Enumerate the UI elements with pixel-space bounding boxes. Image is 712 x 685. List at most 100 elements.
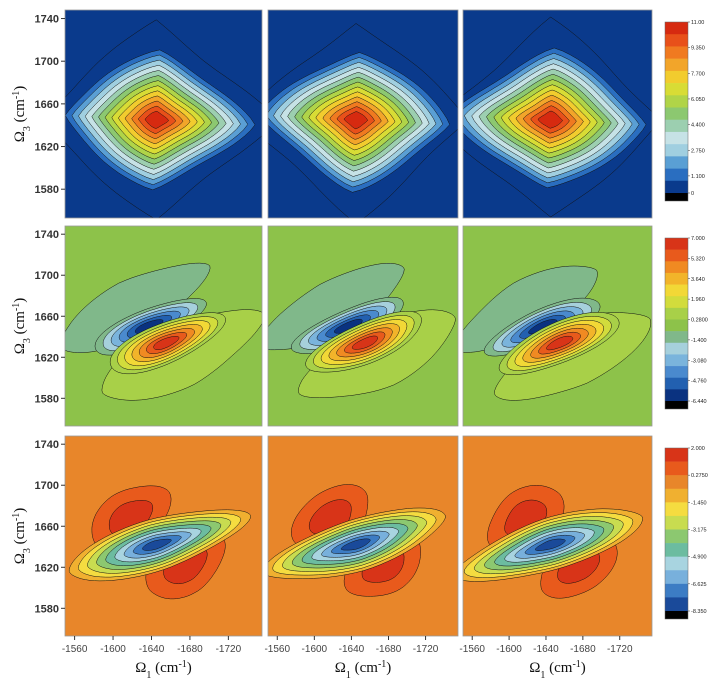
y-tick-label: 1660 (35, 99, 59, 111)
y-tick-label: 1580 (35, 184, 59, 196)
y-tick-label: 1620 (35, 562, 59, 574)
colorbar-band (665, 597, 688, 612)
x-axis-label-part: Ω (529, 660, 540, 676)
y-axis-label: Ω3 (cm-1) (11, 86, 33, 143)
y-axis-label-part: 3 (22, 548, 33, 553)
contour-band (153, 336, 180, 350)
x-axis-label-part: Ω (135, 660, 146, 676)
colorbar-band (665, 83, 688, 96)
x-axis-label: Ω1 (cm-1) (135, 659, 192, 681)
x-tick-label: -1680 (570, 644, 596, 655)
x-tick-label: -1680 (376, 644, 402, 655)
contour-band (65, 19, 262, 218)
colorbar-label: 7.700 (691, 71, 705, 77)
x-tick-label: -1600 (496, 644, 522, 655)
colorbar-band (665, 144, 688, 157)
colorbar-band (665, 131, 688, 145)
x-tick-label: -1600 (100, 644, 126, 655)
y-axis-label-part: Ω (12, 131, 28, 142)
x-axis-label: Ω1 (cm-1) (529, 659, 586, 681)
colorbar-label: -1.450 (691, 500, 707, 506)
panel (268, 436, 458, 636)
colorbar-floor (665, 611, 688, 619)
colorbar-floor (665, 193, 688, 201)
colorbar-label: 0 (691, 191, 694, 197)
colorbar-band (665, 272, 688, 285)
colorbar-band (665, 58, 688, 72)
y-axis-label-part: -1 (11, 303, 22, 311)
colorbar-label: -6.440 (691, 399, 707, 405)
colorbar-band (665, 180, 688, 194)
x-axis-label-part: ) (187, 660, 192, 676)
colorbar-band (665, 354, 688, 367)
colorbar-band (665, 331, 688, 344)
colorbar-frame (664, 21, 689, 202)
contour-band (534, 538, 566, 551)
panel (463, 10, 652, 218)
colorbar-label: 6.050 (691, 97, 705, 103)
colorbar-band (665, 448, 688, 462)
y-tick-label: 1740 (35, 14, 59, 26)
colorbar-band (665, 556, 688, 571)
colorbar-frame (664, 447, 689, 620)
panel-frame (64, 225, 263, 427)
x-tick-label: -1680 (177, 644, 203, 655)
contour-band (340, 538, 371, 551)
x-axis-label: Ω1 (cm-1) (335, 659, 392, 681)
y-tick-label: 1740 (35, 439, 59, 451)
contour-band (546, 335, 574, 351)
colorbar-band (665, 342, 688, 355)
colorbar-band (665, 570, 688, 585)
panel-frame (462, 225, 653, 427)
colorbar-label: -4.760 (691, 379, 707, 385)
y-axis-label: Ω3 (cm-1) (11, 298, 33, 355)
colorbar-frame (664, 237, 689, 410)
colorbar-band (665, 238, 688, 250)
colorbar-label: 2.000 (691, 446, 705, 452)
colorbar-label: -3.080 (691, 358, 707, 364)
x-tick-label: -1640 (533, 644, 559, 655)
colorbar-label: 5.320 (691, 256, 705, 262)
colorbar-band (665, 249, 688, 262)
colorbar-band (665, 377, 688, 390)
x-tick-label: -1640 (139, 644, 165, 655)
x-axis-label-part: Ω (335, 660, 346, 676)
x-axis-label-part: (cm (151, 660, 178, 676)
panel-frame (267, 225, 459, 427)
colorbar-label: 2.750 (691, 148, 705, 154)
colorbar-label: -1.400 (691, 338, 707, 344)
panel (65, 226, 262, 426)
x-tick-label: -1720 (413, 644, 439, 655)
x-axis-label-part: ) (386, 660, 391, 676)
y-tick-label: 1740 (35, 229, 59, 241)
contour-band (351, 335, 378, 350)
colorbar-band (665, 46, 688, 59)
panel (268, 10, 458, 218)
y-tick-label: 1580 (35, 603, 59, 615)
x-tick-label: -1560 (264, 644, 290, 655)
contour-band (537, 110, 563, 129)
colorbar-label: -6.625 (691, 582, 707, 588)
colorbar-label: 1.960 (691, 297, 705, 303)
x-axis-label-part: 1 (146, 670, 151, 681)
x-axis-label-part: (cm (351, 660, 378, 676)
y-axis-label-part: Ω (12, 343, 28, 354)
contour-band (144, 110, 169, 129)
panel (65, 10, 262, 218)
contour-band (463, 16, 652, 218)
colorbar-label: -4.900 (691, 555, 707, 561)
colorbar-band (665, 107, 688, 121)
colorbar-band (665, 488, 688, 503)
colorbar-band (665, 261, 688, 274)
x-tick-label: -1720 (607, 644, 633, 655)
colorbar-band (665, 389, 688, 402)
panel-frame (462, 9, 653, 219)
y-tick-label: 1660 (35, 521, 59, 533)
colorbar-label: 0.2750 (691, 473, 708, 479)
colorbar-band (665, 70, 688, 84)
y-axis-label-part: (cm (12, 99, 28, 126)
x-axis-label-part: -1 (378, 659, 386, 670)
y-axis-label-part: ) (12, 298, 28, 303)
x-tick-label: -1600 (302, 644, 328, 655)
